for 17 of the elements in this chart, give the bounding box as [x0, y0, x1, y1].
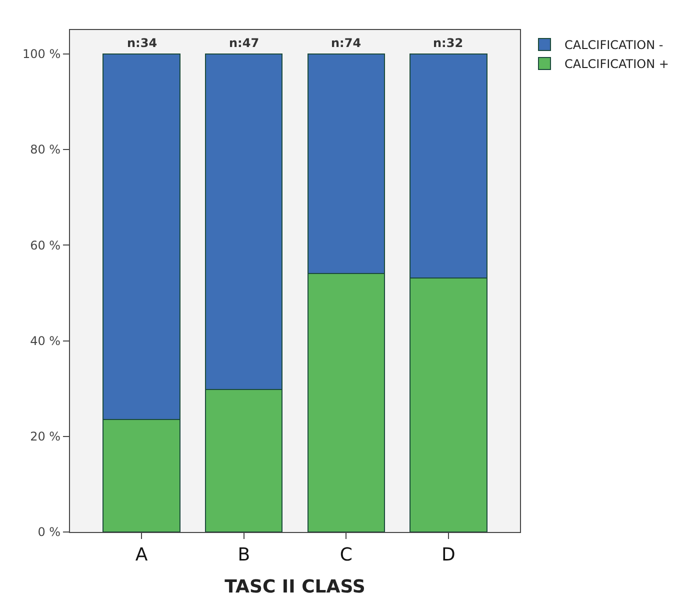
x-tick-label: D [441, 544, 456, 566]
y-tick-label: 40 % [30, 334, 61, 348]
annotation: n:32 [433, 36, 464, 50]
x-tick-label: C [340, 544, 352, 566]
annotation: n:74 [331, 36, 362, 50]
legend-label: CALCIFICATION - [564, 38, 664, 52]
annotation: n:47 [229, 36, 260, 50]
y-tick-label: 100 % [22, 47, 61, 62]
y-tick-label: 80 % [30, 142, 61, 157]
x-tick-label: A [135, 544, 148, 566]
y-tick-label: 0 % [38, 525, 61, 540]
y-tick-label: 20 % [30, 430, 61, 444]
legend-label: CALCIFICATION + [564, 57, 669, 72]
annotation: n:34 [127, 36, 158, 50]
y-tick-label: 60 % [30, 238, 61, 252]
x-axis-title: TASC II CLASS [224, 576, 366, 598]
x-tick-label: B [238, 544, 250, 566]
